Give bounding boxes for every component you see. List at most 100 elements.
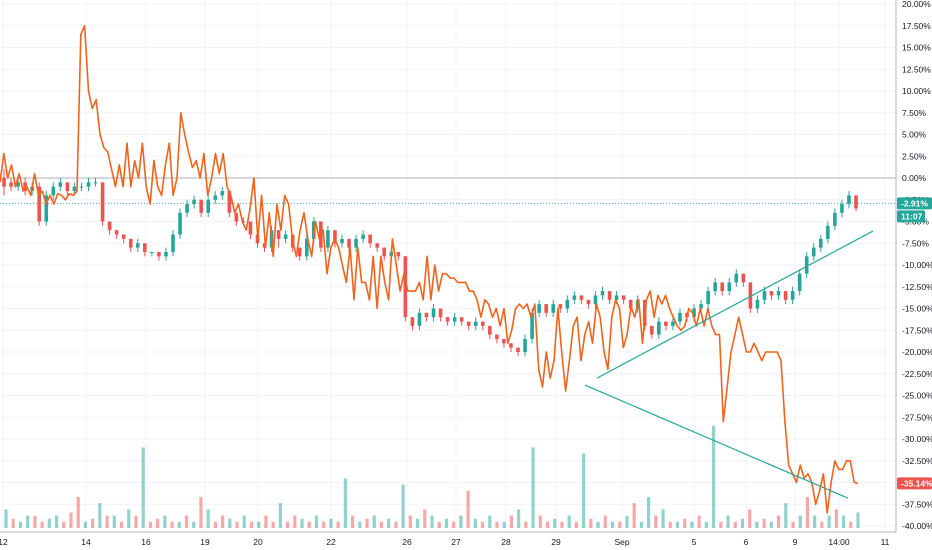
candlesticks [2,169,858,357]
y-tick-label: -30.00% [902,434,932,444]
candle-body [150,251,154,253]
volume-bar [177,521,181,528]
x-tick-label: 11 [881,537,890,547]
price-axis-background[interactable] [896,0,932,550]
x-tick-label: 22 [326,537,336,547]
candle-body [509,343,513,348]
volume-bar [856,512,860,528]
volume-bar [791,521,795,528]
candle-body [23,182,27,192]
y-tick-label: 7.50% [902,108,927,118]
volume-bar [675,521,680,528]
y-tick-label: -12.50% [902,282,932,292]
candle-body [79,186,84,188]
current-change-value: -2.91% [901,198,928,208]
volume-bar [336,521,340,528]
volume-bar [755,521,759,528]
candle-body [502,338,506,344]
volume-bar [610,521,615,528]
volume-bar [834,509,838,528]
volume-bar [33,515,37,528]
candle-body [734,273,739,283]
volume-bar [740,518,745,528]
candle-body [551,304,556,313]
candle-body [199,199,203,213]
y-tick-label: -15.00% [902,304,932,314]
volume-bar [365,518,369,528]
volume-bar [654,515,658,528]
candle-body [164,251,168,257]
candle-body [213,195,218,200]
candle-body [157,251,161,257]
volume-bar [271,521,275,528]
trendline-descending[interactable] [584,384,849,499]
volume-bar [784,503,788,528]
candle-body [699,304,703,309]
volume-bar [372,515,376,528]
candle-body [114,230,119,235]
x-tick-label: 12 [0,537,8,547]
volume-bar [798,515,802,528]
x-axis-ticks: 12 14 16 19 20 22 26 27 28 29 Sep 5 6 9 14:00 11 [0,537,890,547]
candle-body [445,317,450,322]
volume-bar [322,521,326,528]
volume-bar [639,521,643,528]
volume-bar [401,484,405,528]
candle-body [741,273,746,283]
candle-body [220,191,225,196]
candle-body [473,321,478,326]
volume-bar [473,518,477,528]
candle-body [431,308,436,318]
y-tick-label: -10.00% [902,260,932,270]
candle-body [262,243,267,248]
candle-body [143,243,147,252]
candle-body [748,282,753,309]
candle-body [818,238,823,248]
volume-bar [841,515,846,528]
candle-body [713,282,717,292]
candle-body [361,234,365,239]
volume-bar [719,521,723,528]
candle-body [572,295,577,300]
candle-body [37,186,42,222]
volume-bar [134,515,138,528]
volume-bar [762,518,766,528]
trendline-ascending[interactable] [596,230,874,379]
volume-bar [596,521,600,528]
candle-body [523,338,527,352]
volume-bar [257,521,261,528]
y-tick-label: 12.50% [902,64,931,74]
volume-bar [228,518,232,528]
grid [0,0,896,532]
candle-body [537,304,541,313]
volume-bar [213,521,217,528]
y-tick-label: -25.00% [902,391,932,401]
countdown-badge: 11:07 [897,210,925,223]
volume-bar [148,521,153,528]
volume-bar [105,515,109,528]
volume-bar [452,521,456,528]
y-tick-label: -22.50% [902,369,932,379]
y-tick-label: 5.00% [902,130,927,140]
x-tick-label: 5 [692,537,697,547]
candle-body [347,238,351,248]
candle-body [783,291,788,300]
candle-body [466,321,471,326]
y-tick-label: -37.50% [902,499,932,509]
candle-body [135,243,140,248]
candle-body [72,186,77,192]
candle-body [452,317,457,322]
volume-bar [589,518,593,528]
countdown-value: 11:07 [901,211,923,221]
volume-bar [206,509,210,528]
volume-bar [387,518,391,528]
candle-body [58,182,63,187]
volume-bar [54,515,59,528]
candle-body [276,230,281,239]
volume-bar [40,521,44,528]
volume-bar [69,512,73,528]
candle-body [65,182,70,192]
candle-body [847,195,851,205]
volume-bar [163,515,167,528]
volume-bar [517,509,521,528]
